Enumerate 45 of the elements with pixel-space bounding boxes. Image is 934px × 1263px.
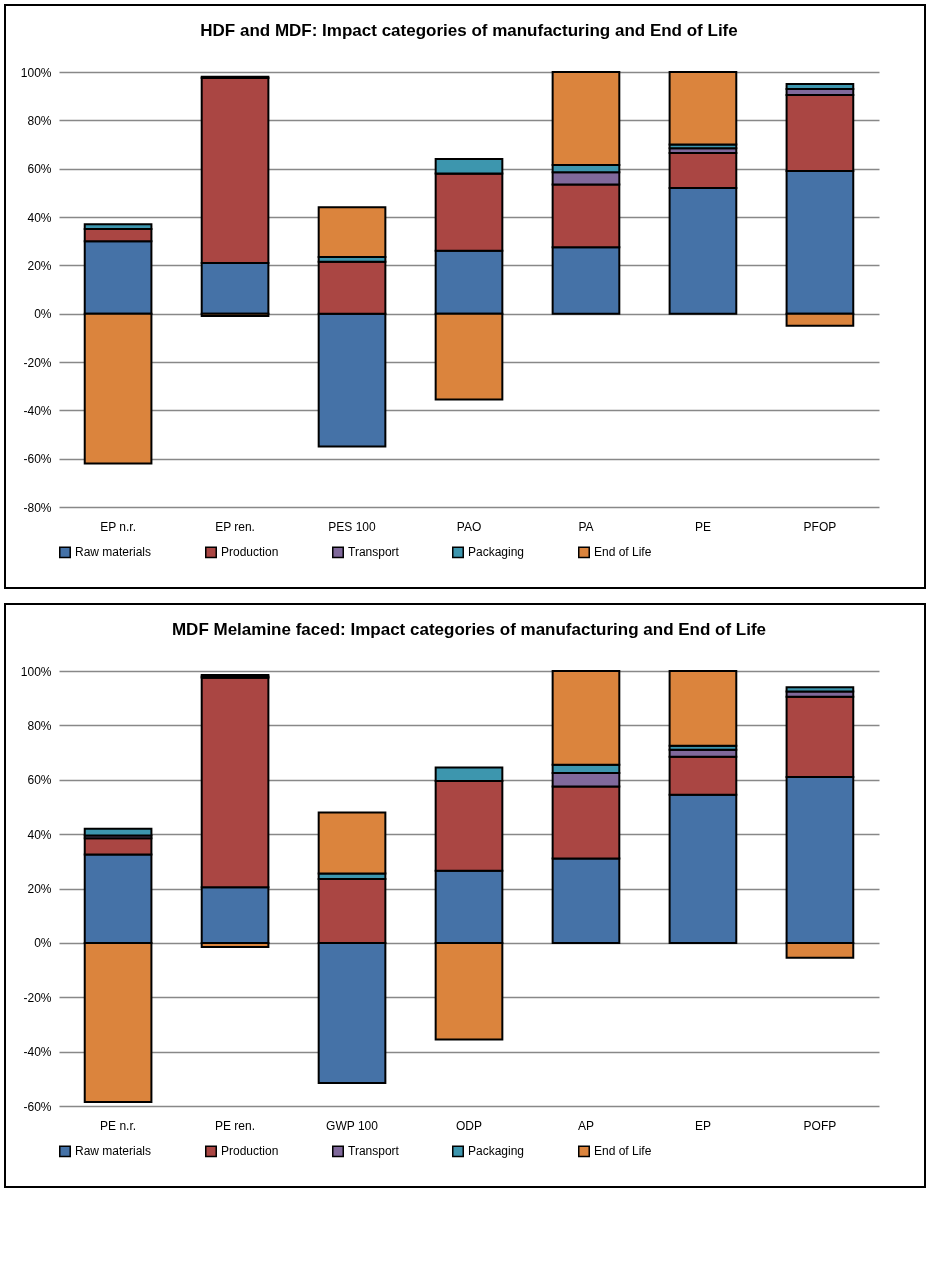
y-tick-label: 60% [27, 773, 52, 788]
y-tick-label: -20% [23, 355, 52, 370]
y-tick-label: 100% [20, 664, 52, 679]
x-tick-label: GWP 100 [326, 1118, 379, 1133]
x-tick-label: PE n.r. [100, 1118, 137, 1133]
x-tick-label: PE [694, 519, 711, 534]
y-tick-label: 40% [27, 827, 52, 842]
y-tick-label: 20% [27, 258, 52, 273]
y-tick-label: -40% [23, 403, 52, 418]
y-tick-label: -60% [23, 1099, 52, 1114]
chart-title: MDF Melamine faced: Impact categories of manufacturing and End of Life [171, 620, 767, 639]
legend-label: Packaging [468, 545, 525, 560]
x-tick-label: EP ren. [215, 519, 255, 534]
x-tick-label: PE ren. [215, 1118, 256, 1133]
legend-label: Raw materials [75, 1144, 152, 1159]
x-tick-label: ODP [455, 1118, 483, 1133]
x-tick-label: AP [577, 1118, 594, 1133]
y-tick-label: -80% [23, 500, 52, 515]
legend-label: Packaging [468, 1144, 525, 1159]
legend-label: Raw materials [75, 545, 152, 560]
chart-title: HDF and MDF: Impact categories of manufacturing and End of Life [200, 21, 738, 40]
y-tick-label: 100% [20, 65, 52, 80]
y-tick-label: 20% [27, 882, 52, 896]
y-tick-label: 80% [27, 113, 52, 128]
x-tick-label: POFP [803, 1118, 837, 1133]
legend-label: End of Life [594, 1144, 652, 1159]
y-tick-label: 0% [34, 307, 52, 322]
y-tick-label: -60% [23, 452, 52, 467]
y-tick-label: 80% [27, 718, 52, 733]
y-tick-label: 0% [34, 936, 52, 951]
legend-label: Production [221, 545, 279, 560]
x-tick-label: EP [694, 1118, 711, 1133]
x-tick-label: PFOP [803, 519, 837, 534]
y-tick-label: -40% [23, 1045, 52, 1060]
y-tick-label: -20% [23, 990, 52, 1005]
legend-label: Transport [348, 545, 400, 560]
legend-label: End of Life [594, 545, 652, 560]
y-tick-label: 40% [27, 210, 52, 225]
x-tick-label: PAO [456, 519, 482, 534]
legend-label: Production [221, 1144, 279, 1159]
y-tick-label: 60% [27, 162, 52, 177]
x-tick-label: PA [578, 519, 594, 534]
legend-label: Transport [348, 1144, 400, 1159]
x-tick-label: EP n.r. [100, 519, 136, 534]
x-tick-label: PES 100 [328, 519, 377, 534]
